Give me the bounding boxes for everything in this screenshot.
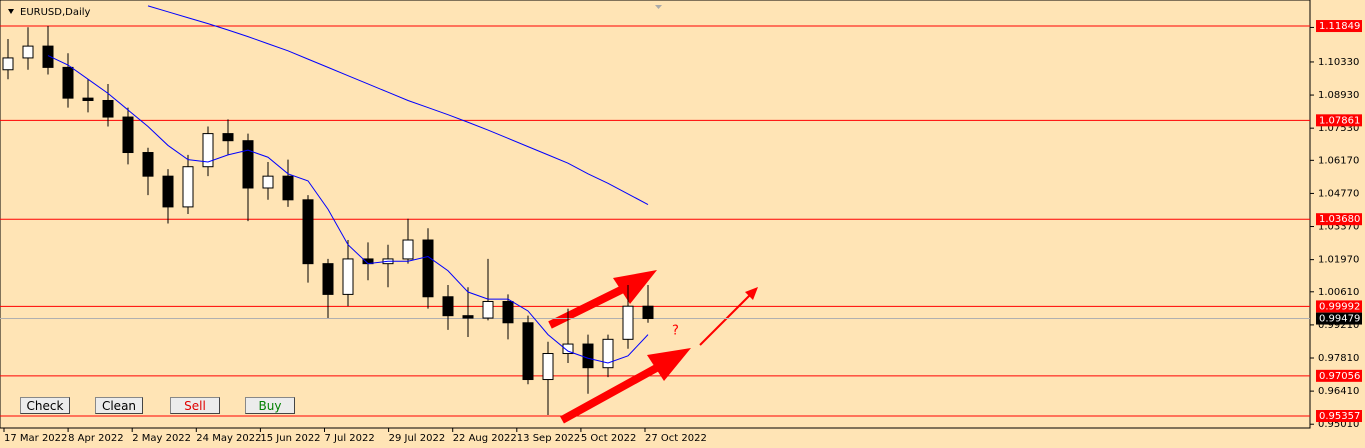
level-label: 0.99992 [1319,301,1360,312]
candle-body [522,322,534,381]
moving-average [147,5,649,205]
candle-body [42,45,54,68]
candle-body [282,175,294,201]
candle-body [642,305,654,320]
x-tick-label: 8 Apr 2022 [68,433,123,444]
candle-body [562,343,574,355]
x-tick-label: 24 May 2022 [196,433,261,444]
y-tick-label: 1.10330 [1318,57,1359,68]
level-label-box [1316,300,1362,313]
y-tick-label: 1.08930 [1318,90,1359,101]
candle-body [582,343,594,369]
y-tick-label: 1.06170 [1318,155,1359,166]
candle-body [162,175,174,208]
y-tick-label: 1.03370 [1318,222,1359,233]
x-tick-label: 7 Jul 2022 [325,433,375,444]
candle-body [2,57,14,71]
level-label-box [1316,410,1362,423]
y-tick-label: 1.00610 [1318,287,1359,298]
y-tick-label: 1.01970 [1318,255,1359,266]
arrow-head [647,348,691,381]
x-tick-label: 29 Jul 2022 [389,433,446,444]
candle-body [242,140,254,189]
level-label-box [1316,213,1362,226]
candle-body [202,133,214,168]
x-tick-label: 22 Aug 2022 [453,433,517,444]
candle-body [142,152,154,177]
moving-average [47,55,649,364]
level-label: 1.11849 [1319,21,1360,32]
last-price-label: 0.99479 [1319,314,1360,325]
x-tick-label: 27 Oct 2022 [645,433,707,444]
level-label: 1.07861 [1319,115,1360,126]
x-tick-label: 13 Sep 2022 [517,433,580,444]
level-label: 0.97056 [1319,371,1360,382]
x-tick-label: 5 Oct 2022 [581,433,636,444]
annotation: ? [672,324,679,339]
level-label-box [1316,114,1362,127]
candle-body [62,66,74,99]
candle-body [602,338,614,369]
x-tick-label: 15 Jun 2022 [260,433,320,444]
y-tick-label: 1.07530 [1318,123,1359,134]
candle-body [622,305,634,340]
candle-body [462,315,474,319]
button[interactable]: Clean [95,397,143,414]
button[interactable]: Check [20,397,70,414]
candle-body [122,116,134,154]
y-tick-label: 0.99210 [1318,320,1359,331]
candle-body [482,300,494,319]
y-tick-label: 1.04770 [1318,188,1359,199]
candle-body [322,263,334,295]
candle-body [82,97,94,101]
arrow-head [613,270,657,304]
level-label-box [1316,20,1362,33]
candle-body [222,133,234,142]
candle-body [182,166,194,208]
level-label: 1.03680 [1319,214,1360,225]
y-tick-label: 0.96410 [1318,386,1359,397]
candle-body [22,45,34,59]
candle-body [102,99,114,118]
candle-body [262,175,274,189]
y-tick-label: 0.97810 [1318,353,1359,364]
x-tick-label: 17 Mar 2022 [4,433,67,444]
scroll-marker [655,5,662,9]
candle-body [302,199,314,265]
button[interactable]: Sell [170,397,220,414]
menu-triangle [8,9,14,14]
candle-body [442,296,454,317]
last-price-box [1316,312,1362,325]
chart-title: EURUSD,Daily [20,7,91,18]
x-tick-label: 2 May 2022 [132,433,191,444]
candle-body [422,239,434,298]
y-tick-label: 0.95010 [1318,419,1359,430]
button[interactable]: Buy [245,397,295,414]
level-label: 0.95357 [1319,411,1360,422]
candle-body [342,258,354,295]
candle-body [402,239,414,260]
candle-body [502,300,514,324]
level-label-box [1316,369,1362,382]
candle-body [542,353,554,381]
arrow-head [745,287,758,300]
arrow-shaft [560,362,662,424]
